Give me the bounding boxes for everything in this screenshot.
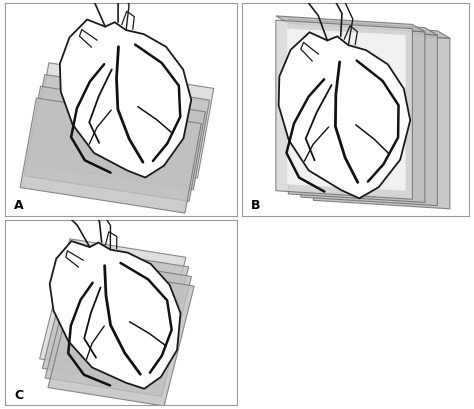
Polygon shape	[50, 241, 181, 389]
Polygon shape	[276, 21, 412, 200]
Text: A: A	[14, 198, 24, 211]
Polygon shape	[60, 20, 191, 178]
Polygon shape	[288, 24, 425, 203]
Polygon shape	[301, 27, 438, 206]
Polygon shape	[33, 64, 214, 178]
Polygon shape	[279, 33, 410, 199]
Text: B: B	[251, 198, 260, 211]
Polygon shape	[39, 239, 186, 377]
Polygon shape	[45, 258, 191, 396]
Polygon shape	[313, 31, 450, 209]
Polygon shape	[276, 17, 425, 33]
Polygon shape	[288, 20, 438, 36]
Polygon shape	[48, 268, 194, 406]
Text: C: C	[14, 388, 23, 400]
Polygon shape	[42, 249, 189, 387]
Polygon shape	[28, 75, 210, 190]
Polygon shape	[287, 29, 406, 191]
Polygon shape	[301, 23, 450, 39]
Polygon shape	[20, 99, 201, 213]
Polygon shape	[24, 87, 205, 202]
